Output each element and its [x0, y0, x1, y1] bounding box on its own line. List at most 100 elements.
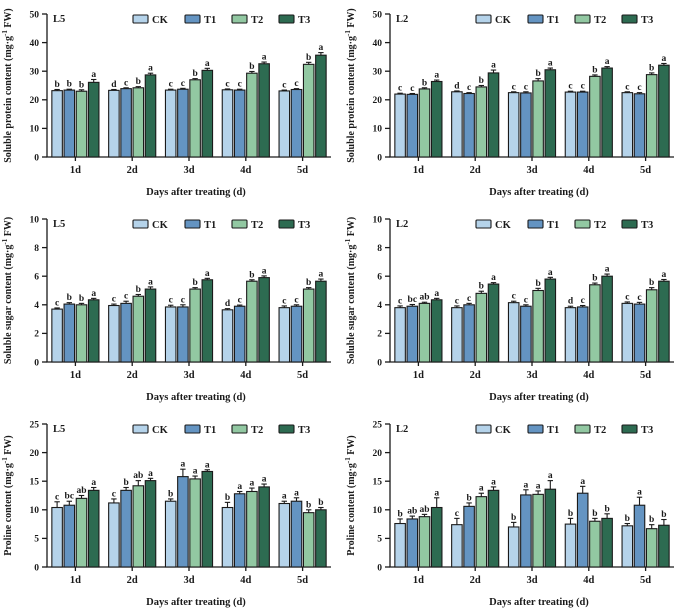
- bar-T3-1d: [87, 299, 100, 363]
- bar-T1-3d: [520, 494, 532, 568]
- panel-soluble-sugar-l2: 0 2 4 6 8 10 L2 Soluble sugar content (mg·g-1 F…: [343, 205, 685, 410]
- sig-letter: c: [398, 84, 402, 94]
- sig-letter: c: [581, 82, 585, 92]
- sig-letter: c: [55, 492, 59, 502]
- bar-T2-2d: [132, 87, 145, 158]
- bar-T1-2d: [463, 505, 475, 568]
- panel-soluble-protein-l2: 0 10 20 30 40 50 L2 Soluble protein content (mg…: [343, 0, 685, 205]
- sig-letter: c: [112, 489, 116, 499]
- y-tick-label: 25: [373, 420, 383, 430]
- bar-T1-3d: [177, 476, 189, 568]
- sig-letter: b: [67, 80, 72, 90]
- bar-CK-4d: [221, 89, 234, 158]
- x-axis-title: Days after treating (d): [146, 187, 246, 198]
- bar-T3-3d: [201, 470, 214, 568]
- panel-proline-l2: 0 5 10 15 20 25 L2 Proline content (mg·g-1 FW) 1…: [343, 410, 685, 616]
- x-tick-label: 5d: [640, 575, 651, 586]
- sig-letter: c: [124, 78, 128, 88]
- bar-T1-5d: [290, 500, 303, 568]
- y-tick-label: 5: [377, 535, 382, 545]
- sig-letter: a: [237, 482, 242, 492]
- bar-T3-4d: [258, 63, 270, 158]
- sig-letter: a: [491, 477, 496, 487]
- bar-CK-5d: [621, 302, 634, 363]
- bar-T3-4d: [258, 486, 270, 568]
- sig-letter: c: [294, 79, 298, 89]
- y-tick-label: 40: [373, 39, 383, 49]
- bar-T1-4d: [233, 305, 246, 363]
- y-tick-label: 40: [30, 39, 40, 49]
- bar-T1-5d: [290, 305, 303, 363]
- sig-letter: c: [410, 84, 414, 94]
- legend-label-CK: CK: [495, 425, 512, 436]
- sig-letter: a: [91, 70, 96, 80]
- x-tick-label: 4d: [240, 370, 251, 381]
- sig-letter: a: [536, 481, 541, 491]
- bar-T2-4d: [589, 75, 601, 158]
- sig-letter: c: [625, 82, 629, 92]
- bar-T1-2d: [120, 489, 132, 568]
- sig-letter: a: [548, 268, 553, 278]
- sig-letter: c: [124, 292, 128, 302]
- sig-letter: c: [512, 292, 516, 302]
- x-tick-label: 3d: [183, 165, 194, 176]
- legend-swatch-T2: [574, 219, 591, 229]
- sig-letter: ab: [419, 293, 429, 303]
- y-tick-label: 25: [30, 420, 40, 430]
- bar-T2-4d: [246, 72, 258, 158]
- y-tick-label: 20: [373, 96, 383, 106]
- x-tick-label: 4d: [583, 165, 594, 176]
- sig-letter: a: [205, 59, 210, 69]
- sig-letter: c: [294, 295, 298, 305]
- x-tick-label: 1d: [413, 165, 424, 176]
- bar-CK-3d: [507, 302, 520, 363]
- chart-soluble-sugar-l2: 0 2 4 6 8 10 L2 Soluble sugar content (mg·g-1 F…: [344, 215, 674, 403]
- bar-T2-1d: [75, 497, 88, 568]
- bar-T3-1d: [430, 80, 443, 158]
- y-tick-label: 8: [34, 244, 39, 254]
- bar-T2-2d: [475, 292, 488, 363]
- legend-swatch-T1: [527, 14, 544, 24]
- legend-label-T3: T3: [298, 220, 310, 231]
- bar-T2-5d: [302, 63, 315, 158]
- y-tick-label: 0: [34, 563, 39, 573]
- sig-letter: b: [306, 53, 311, 63]
- legend-label-T2: T2: [251, 425, 263, 436]
- sig-letter: d: [454, 81, 460, 91]
- sig-letter: b: [466, 493, 471, 503]
- bar-T1-1d: [406, 518, 419, 568]
- bar-T3-1d: [87, 489, 100, 568]
- bar-CK-4d: [564, 523, 577, 568]
- bar-T1-4d: [233, 89, 246, 158]
- sig-letter: c: [467, 294, 471, 304]
- bar-T2-3d: [532, 80, 544, 158]
- bar-T2-5d: [302, 512, 315, 568]
- sig-letter: a: [434, 71, 439, 81]
- sig-letter: b: [225, 493, 230, 503]
- bar-CK-3d: [507, 526, 520, 568]
- y-tick-label: 2: [34, 330, 39, 340]
- x-tick-label: 3d: [183, 370, 194, 381]
- sig-letter: a: [580, 477, 585, 487]
- bar-CK-2d: [451, 91, 463, 158]
- sig-letter: c: [55, 298, 59, 308]
- sig-letter: c: [398, 296, 402, 306]
- bar-T2-5d: [645, 74, 658, 158]
- legend-label-CK: CK: [152, 425, 169, 436]
- x-tick-label: 5d: [297, 165, 308, 176]
- bar-T1-3d: [520, 305, 532, 363]
- bar-T3-5d: [315, 280, 327, 363]
- sig-letter: ab: [419, 505, 429, 515]
- bar-CK-1d: [394, 93, 406, 158]
- x-axis-title: Days after treating (d): [489, 187, 589, 198]
- sig-letter: d: [568, 297, 574, 307]
- x-tick-label: 1d: [413, 575, 424, 586]
- bar-T3-4d: [601, 275, 613, 363]
- sig-letter: a: [91, 478, 96, 488]
- sig-letter: a: [491, 273, 496, 283]
- legend-label-CK: CK: [495, 15, 512, 26]
- legend-swatch-CK: [475, 219, 492, 229]
- sig-letter: a: [91, 289, 96, 299]
- bar-CK-4d: [564, 307, 577, 363]
